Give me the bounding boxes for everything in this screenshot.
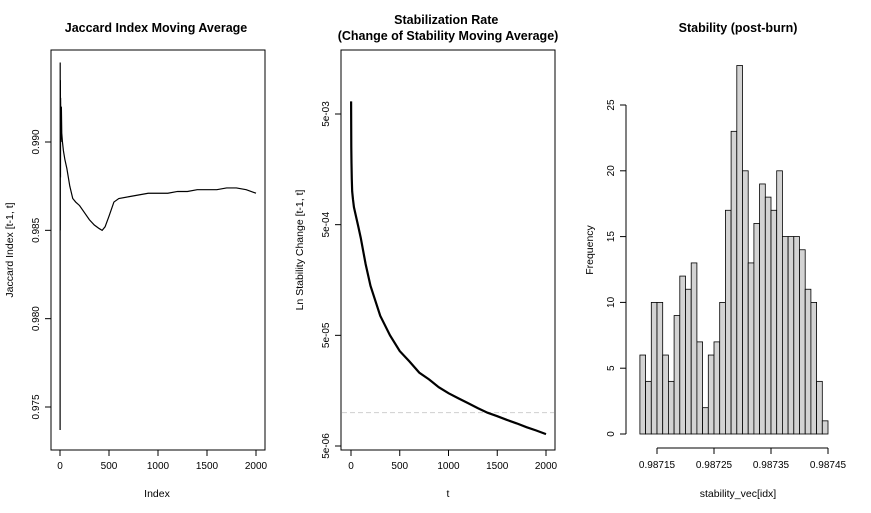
y-tick-label: 20 (606, 165, 617, 177)
histogram-bar (662, 354, 669, 435)
x-tick-label: 0.98725 (696, 460, 733, 471)
x-tick-label: 0 (57, 461, 63, 472)
histogram-bar (702, 407, 709, 435)
panel-stability-histogram: Stability (post-burn) stability_vec[idx]… (584, 21, 847, 500)
y-tick-label: 15 (606, 231, 617, 243)
histogram-bar (747, 262, 755, 435)
y-axis-label-jaccard: Jaccard Index [t-1, t] (4, 202, 16, 297)
x-tick-label: 1500 (196, 461, 219, 472)
x-tick-label: 0.98745 (810, 460, 847, 471)
chart-title-stabilization: Stabilization Rate (Change of Stability … (338, 13, 559, 43)
x-tick-label: 1000 (147, 461, 170, 472)
y-tick-label: 10 (606, 296, 617, 308)
series-line-stabilization (350, 101, 547, 436)
y-tick-label: 5 (606, 365, 617, 371)
y-tick-label: 0.980 (31, 306, 42, 331)
x-tick-label: 2000 (245, 461, 268, 472)
histogram-bar (730, 130, 738, 435)
chart-title-stability: Stability (post-burn) (679, 21, 798, 35)
histogram-bar (639, 354, 647, 435)
histogram-bar (673, 315, 681, 435)
histogram-bar (650, 301, 658, 435)
histogram-bar (656, 301, 664, 435)
histogram-bar (782, 236, 789, 435)
y-tick-label: 0 (606, 431, 617, 437)
x-tick-label: 500 (391, 461, 408, 472)
plot-frame-jaccard (50, 49, 266, 451)
x-axis-label-jaccard: Index (144, 488, 170, 500)
histogram-bar (668, 380, 675, 435)
chart-title-jaccard: Jaccard Index Moving Average (65, 21, 248, 35)
histogram-bar (753, 223, 761, 435)
x-tick-label: 1000 (437, 461, 460, 472)
histogram-bar (696, 341, 704, 435)
histogram-bar (793, 236, 800, 435)
histogram-bar (736, 65, 743, 435)
chart-title-line-1: Stabilization Rate (394, 13, 498, 27)
y-tick-label: 5e-06 (321, 433, 332, 459)
panel-stabilization: Stabilization Rate (Change of Stability … (294, 13, 558, 500)
y-axis-label-stability: Frequency (584, 224, 596, 274)
histogram-bar (821, 420, 829, 435)
histogram-bar (713, 341, 721, 435)
plot-frame-stabilization (340, 49, 556, 451)
histogram-bar (810, 301, 818, 435)
histogram-bar (776, 170, 783, 435)
x-tick-label: 500 (101, 461, 118, 472)
histogram-bar (816, 380, 823, 435)
y-axis-label-stabilization: Ln Stability Change [t-1, t] (294, 190, 306, 311)
panel-jaccard: Jaccard Index Moving Average Index Jacca… (4, 21, 268, 500)
x-tick-label: 0 (348, 461, 354, 472)
x-axis-label-stabilization: t (447, 488, 450, 500)
chart-title-line-2: (Change of Stability Moving Average) (338, 29, 559, 43)
histogram-bar (645, 380, 652, 435)
histogram-bar (787, 236, 795, 435)
x-tick-label: 0.98715 (639, 460, 676, 471)
y-tick-label: 25 (606, 99, 617, 111)
y-tick-label: 0.975 (31, 394, 42, 419)
histogram-bar (804, 288, 812, 435)
x-tick-label: 2000 (535, 461, 558, 472)
histogram-bar (679, 275, 686, 435)
histogram-bar (690, 262, 698, 435)
histogram-bar (685, 288, 692, 435)
histogram-bar (707, 354, 715, 435)
series-line-jaccard (59, 62, 257, 430)
histogram-bar (764, 196, 772, 435)
y-tick-label: 5e-03 (321, 101, 332, 127)
histogram-bar (719, 301, 726, 435)
histogram-bar (759, 183, 766, 435)
histogram-bar (799, 249, 806, 435)
y-tick-label: 5e-05 (321, 322, 332, 348)
y-tick-label: 0.985 (31, 217, 42, 242)
y-tick-label: 5e-04 (321, 211, 332, 237)
histogram-bar (725, 209, 732, 435)
x-tick-label: 0.98735 (753, 460, 790, 471)
x-axis-label-stability: stability_vec[idx] (700, 488, 777, 500)
histogram-bar (770, 209, 778, 435)
histogram-bar (742, 170, 749, 435)
x-tick-label: 1500 (486, 461, 509, 472)
y-tick-label: 0.990 (31, 129, 42, 154)
